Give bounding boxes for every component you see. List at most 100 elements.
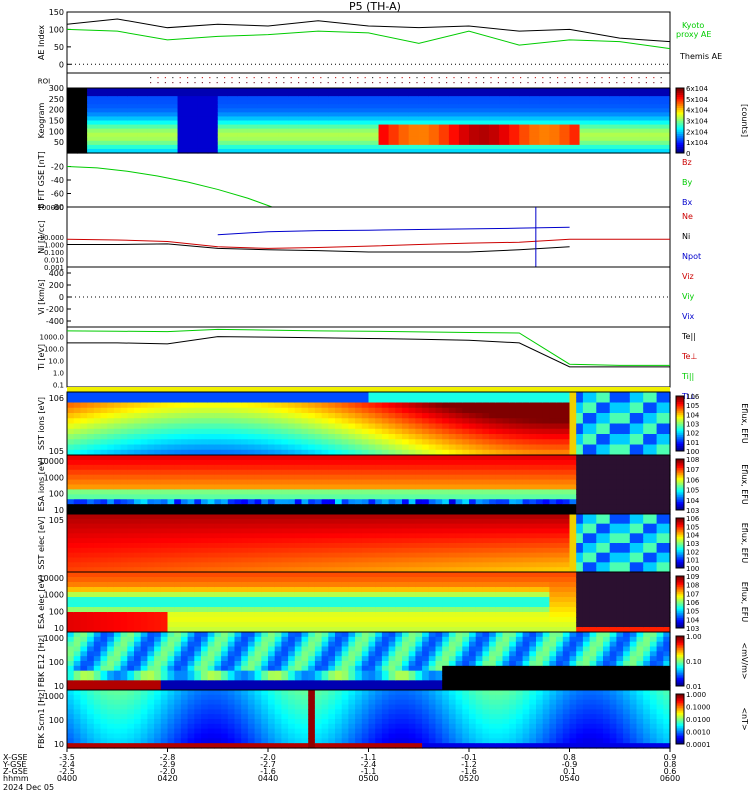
sst_elec-cell <box>657 553 664 558</box>
sst_ion-cell <box>509 397 516 403</box>
keogram-cell <box>168 112 179 117</box>
sst_elec-cell <box>281 558 288 563</box>
esa_ion-cell <box>529 504 536 510</box>
sst_ion-cell <box>248 418 255 424</box>
sst_elec-cell <box>168 529 175 534</box>
esa_ion-cell <box>141 485 148 491</box>
sst_ion-cell <box>315 413 322 419</box>
sst_ion-cell <box>362 424 369 430</box>
esa_ion-cell <box>147 455 154 461</box>
keogram-tick-label: 150 <box>49 117 64 126</box>
esa_ion-cell <box>74 465 81 471</box>
esa_ion-cell <box>429 504 436 510</box>
sst_elec-cell <box>121 543 128 548</box>
sst_elec-cell <box>462 562 469 567</box>
sst_ion-cell <box>436 429 443 435</box>
sst_ion-cell <box>322 424 329 430</box>
sst_ion-cell <box>610 429 617 435</box>
keogram-cell <box>479 145 490 150</box>
keogram-cell <box>268 116 279 121</box>
roi-dot <box>202 77 203 78</box>
esa_ion-cell <box>87 485 94 491</box>
keogram-cell <box>509 116 520 121</box>
keogram-cell <box>559 112 570 117</box>
sst_ion-cell <box>221 434 228 440</box>
keogram-cell <box>77 121 88 126</box>
sst_elec-cell <box>449 553 456 558</box>
keogram-cell <box>157 121 168 126</box>
sst_elec-cell <box>516 519 523 524</box>
esa_elec-cell <box>261 617 268 623</box>
keogram-cell <box>529 112 540 117</box>
esa_ion-cell <box>121 475 128 481</box>
sst_elec-cell <box>221 514 228 519</box>
keogram-cell <box>509 96 520 101</box>
keogram-cell <box>358 121 369 126</box>
esa_elec-cell <box>194 602 201 608</box>
esa_ion-cell <box>563 504 570 510</box>
keogram-cell <box>188 141 199 146</box>
roi-dot <box>387 77 388 78</box>
sst_ion-cell <box>94 418 101 424</box>
keogram-cell <box>248 133 259 138</box>
esa_elec-cell <box>80 597 87 603</box>
esa_ion-cell <box>415 499 422 505</box>
esa_ion-cell <box>456 480 463 486</box>
keogram-cell <box>278 133 289 138</box>
sst_ion-cell <box>489 439 496 445</box>
sst_elec-cell <box>623 543 630 548</box>
sst_ion-cell <box>516 397 523 403</box>
keogram-cell <box>208 129 219 134</box>
sst_ion-cell <box>174 429 181 435</box>
sst_ion-cell <box>121 413 128 419</box>
keogram-tick-label: 200 <box>49 106 64 115</box>
esa_elec-cell <box>147 592 154 598</box>
sst_elec-cell <box>261 558 268 563</box>
sst_ion-cell <box>442 413 449 419</box>
esa_ion-cell <box>80 470 87 476</box>
esa_elec-cell <box>114 592 121 598</box>
sst_elec-cell <box>489 529 496 534</box>
keogram-cell <box>188 145 199 150</box>
esa_ion-cell <box>315 455 322 461</box>
esa_elec-cell <box>87 612 94 618</box>
esa_ion-cell <box>161 485 168 491</box>
sst_elec-cell <box>121 538 128 543</box>
esa_ion-cell <box>174 489 181 495</box>
esa_elec-cell <box>288 572 295 578</box>
sst_ion-cell <box>442 434 449 440</box>
sst_ion-cell <box>476 392 483 398</box>
roi-dot <box>490 77 491 78</box>
keogram-cell <box>489 129 500 134</box>
esa_ion-cell <box>221 460 228 466</box>
sst_elec-cell <box>616 558 623 563</box>
keogram-cell <box>117 121 128 126</box>
esa_ion-cell <box>174 485 181 491</box>
sst_ion-cell <box>469 429 476 435</box>
keogram-cell <box>489 92 500 97</box>
esa_ion-cell <box>570 470 577 476</box>
keogram-cell <box>379 92 390 97</box>
esa_ion-cell <box>496 485 503 491</box>
sst_elec-cell <box>328 533 335 538</box>
keogram-cell <box>67 100 78 105</box>
sst_elec-cell <box>141 543 148 548</box>
sst_ion-cell <box>630 403 637 409</box>
keogram-cell <box>328 141 339 146</box>
sst_elec-cell <box>255 558 262 563</box>
esa_ion-cell <box>288 470 295 476</box>
keogram-cell <box>429 96 440 101</box>
esa_ion-cell <box>94 489 101 495</box>
esa_ion-cell <box>161 465 168 471</box>
keogram-cell <box>409 141 420 146</box>
esa_elec-cell <box>121 597 128 603</box>
sst_ion-cell <box>261 408 268 414</box>
esa_ion-cell <box>382 499 389 505</box>
sst_ion-cell <box>201 429 208 435</box>
keogram-cell <box>650 121 661 126</box>
sst_ion-colorbar-tick: 100 <box>686 448 699 456</box>
sst_ion-cell <box>422 413 429 419</box>
esa_ion-cell <box>134 494 141 500</box>
sst_elec-cell <box>114 553 121 558</box>
esa_ion-cell <box>114 475 121 481</box>
